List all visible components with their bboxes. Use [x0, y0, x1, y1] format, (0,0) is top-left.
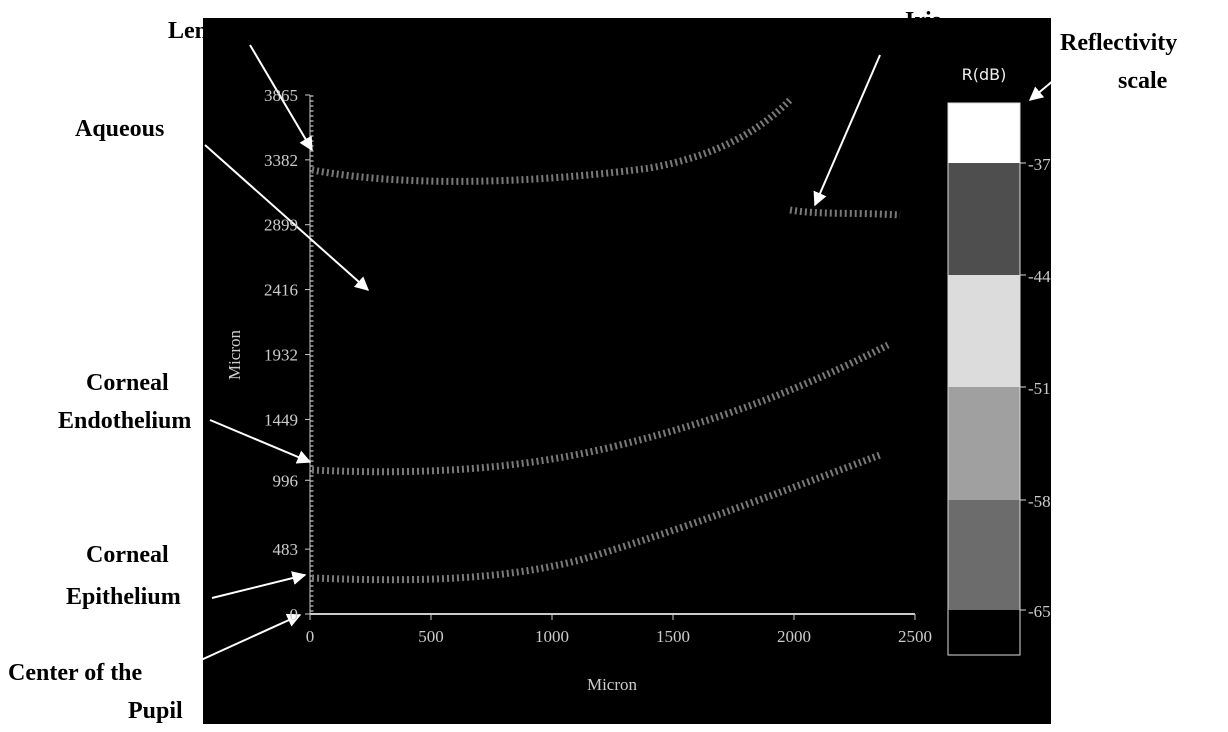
y-tick-label: 1449: [264, 410, 298, 429]
colorbar-tick-label: -37: [1028, 155, 1051, 174]
y-tick-label: 3865: [264, 86, 298, 105]
annotation: Pupil: [128, 698, 183, 724]
y-tick-label: 3382: [264, 151, 298, 170]
x-tick-label: 0: [306, 627, 315, 646]
y-axis-label: Micron: [225, 329, 244, 380]
y-tick-label: 2416: [264, 281, 298, 300]
annotation: Center of the: [8, 660, 143, 686]
x-tick-label: 2500: [898, 627, 932, 646]
annotation: Corneal: [86, 370, 169, 396]
oct-image: [203, 18, 1051, 724]
annotation: Endothelium: [58, 408, 191, 434]
y-tick-label: 2899: [264, 216, 298, 235]
colorbar-tick-label: -58: [1028, 492, 1051, 511]
x-tick-label: 500: [418, 627, 444, 646]
annotation: Lens: [168, 18, 217, 44]
colorbar-tick-label: -44: [1028, 267, 1051, 286]
colorbar: [948, 103, 1020, 655]
y-tick-label: 996: [273, 471, 299, 490]
x-tick-label: 1000: [535, 627, 569, 646]
y-tick-label: 483: [273, 540, 299, 559]
x-tick-label: 1500: [656, 627, 690, 646]
colorbar-tick-label: -51: [1028, 379, 1051, 398]
figure: Micron Micron R(dB) Lens Iris Reflectivi…: [0, 0, 1228, 732]
y-tick-label: 1932: [264, 346, 298, 365]
colorbar-tick-label: -65: [1028, 602, 1051, 621]
annotation: scale: [1118, 68, 1168, 94]
annotation: Epithelium: [66, 584, 181, 610]
colorbar-title: R(dB): [962, 65, 1007, 84]
annotation: Iris: [905, 8, 941, 34]
annotation: Reflectivity: [1060, 30, 1177, 56]
annotation: Aqueous: [75, 116, 164, 142]
y-tick-label: 0: [290, 605, 299, 624]
x-tick-label: 2000: [777, 627, 811, 646]
annotation: Corneal: [86, 542, 169, 568]
x-axis-label: Micron: [587, 675, 638, 694]
